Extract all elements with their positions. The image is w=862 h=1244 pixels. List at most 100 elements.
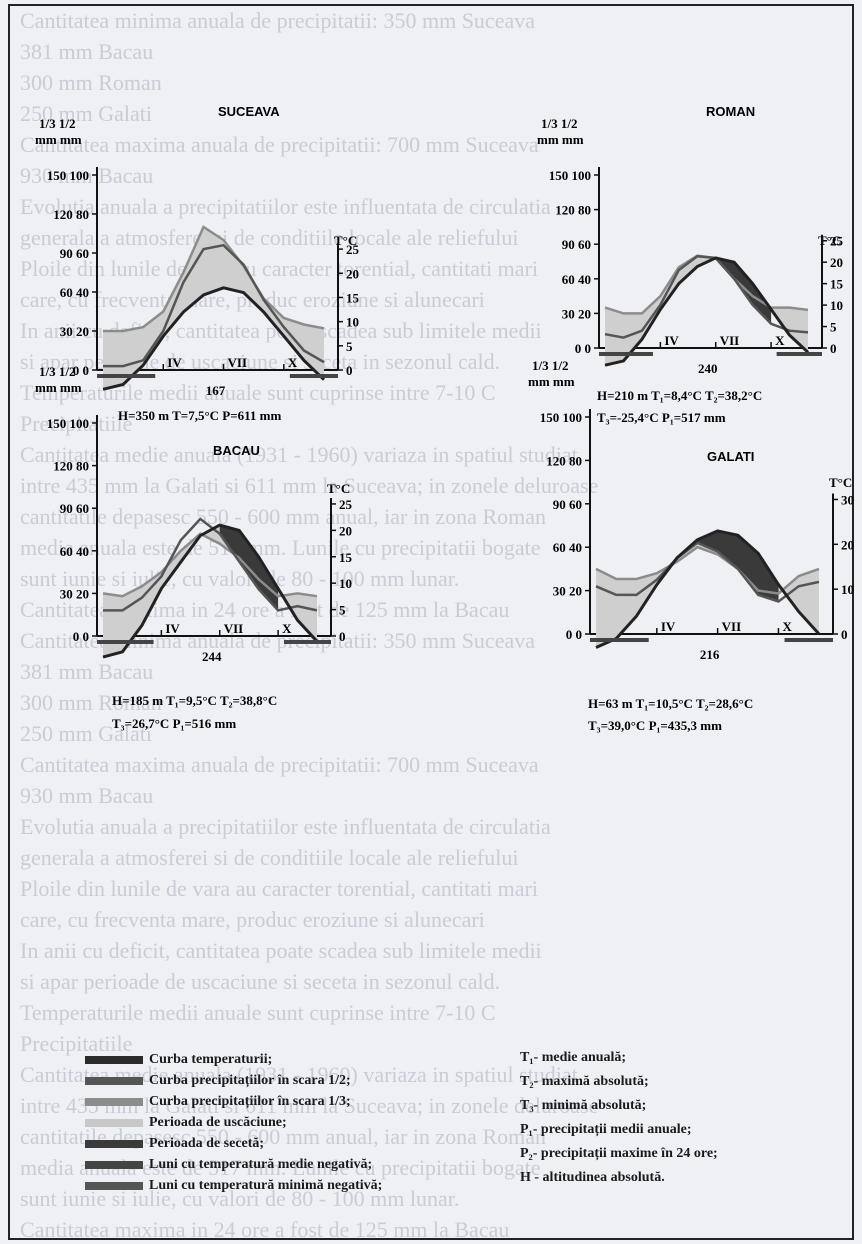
station-info-line2: T₃=26,7°C P₁=516 mm [112,716,236,731]
left-tick-label: 90 60 [60,501,89,516]
left-tick-label: 30 20 [60,586,89,601]
left-tick-label: 90 60 [562,237,591,252]
dry-days-count: 216 [700,647,720,662]
left-tick-label: 60 40 [553,540,582,555]
legend-item: Perioada de secetă; [85,1134,264,1154]
legend-swatch [85,1140,143,1148]
chart-title: SUCEAVA [218,104,280,119]
station-info-line1: H=350 m T=7,5°C P=611 mm [118,408,281,423]
background-text-line: intre 435 mm la Galati si 611 mm la Suce… [20,473,599,498]
left-tick-label: 60 40 [562,272,591,287]
right-tick-label: 20 [841,537,854,552]
temp-axis-label: T°C [818,233,841,248]
dry-days-count: 167 [206,383,226,398]
right-tick-label: 25 [346,242,360,257]
legend-abbrev: T₃- minimă absolută; [520,1098,647,1113]
right-tick-label: 0 [346,363,353,378]
background-text-line: 930 mm Bacau [20,163,154,188]
legend-label: Luni cu temperatură medie negativă; [149,1157,373,1172]
legend-label: Luni cu temperatură minimă negativă; [149,1178,383,1193]
background-text-line: 381 mm Bacau [20,39,154,64]
legend-item: Curba precipitațiilor în scara 1/3; [85,1092,351,1112]
left-tick-label: 120 80 [53,459,89,474]
month-label: IV [167,355,182,370]
right-tick-label: 20 [339,523,352,538]
background-text-line: Cantitatea maxima in 24 ore a fost de 12… [20,597,510,622]
right-tick-label: 15 [346,290,360,305]
scale-label: 1/3 1/2 [541,116,577,131]
left-tick-label: 60 40 [60,544,89,559]
figure-frame [8,4,854,1240]
right-tick-label: 15 [830,277,844,292]
legend-swatch [85,1098,143,1106]
left-tick-label: 150 100 [540,410,582,425]
left-tick-label: 0 0 [575,341,591,356]
station-info-line2: T₃=39,0°C P₁=435,3 mm [588,718,722,733]
right-tick-label: 15 [339,550,353,565]
legend-abbrev: P₁- precipitații medii anuale; [520,1122,692,1137]
unit-label: mm mm [528,374,575,389]
legend-item: Perioada de uscăciune; [85,1113,287,1133]
temperature-line [604,256,810,367]
left-tick-label: 0 0 [73,629,89,644]
month-label: X [282,621,292,636]
background-text-line: Cantitatea maxima anuala de precipitatii… [20,132,539,157]
month-label: VII [224,621,244,636]
left-tick-label: 60 40 [60,285,89,300]
legend-label: Perioada de secetă; [149,1136,265,1151]
legend-swatch [85,1182,143,1190]
background-text-line: Temperaturile medii anuale sunt cuprinse… [20,1000,496,1025]
dry-period-area [103,227,324,390]
background-text-line: si apar perioade de uscaciune si seceta … [20,969,501,994]
background-text-line: 381 mm Bacau [20,659,154,684]
background-text-line: 250 mm Galati [20,721,152,746]
unit-label: mm mm [537,132,584,147]
legend-label: Curba precipitațiilor în scara 1/2; [149,1073,351,1088]
temp-axis-label: T°C [327,481,350,496]
month-label: X [775,333,785,348]
right-tick-label: 5 [830,320,837,335]
background-text-line: sunt iunie si iulie, cu valori de 80 - 1… [20,1186,460,1211]
left-tick-label: 120 80 [53,207,89,222]
right-tick-label: 10 [346,315,359,330]
background-text-line: Precipitatiile [20,411,133,436]
dry-days-count: 240 [698,361,718,376]
month-label: VII [720,333,740,348]
legend-item: Luni cu temperatură medie negativă; [85,1155,372,1175]
left-tick-label: 120 80 [546,453,582,468]
month-label: IV [165,621,180,636]
month-label: VII [228,355,248,370]
legend-abbrev: P₂- precipitații maxime în 24 ore; [520,1146,718,1161]
left-tick-label: 150 100 [47,416,89,431]
background-text-line: Ploile din lunile de vara au caracter to… [20,256,538,281]
month-label: IV [661,619,676,634]
right-tick-label: 0 [841,627,848,642]
legend-label: Curba precipitațiilor în scara 1/3; [149,1094,351,1109]
background-text-line: 300 mm Roman [20,690,162,715]
scale-label: 1/3 1/2 [39,364,75,379]
left-tick-label: 90 60 [553,497,582,512]
precip-1-2-line [595,541,820,603]
precip-1-3-line [103,225,325,333]
legend-swatch [85,1077,143,1085]
right-tick-label: 5 [346,339,353,354]
right-tick-label: 20 [830,255,843,270]
unit-label: mm mm [35,380,82,395]
background-text-line: generala a atmosferei si de conditiile l… [20,225,519,250]
background-text-line: generala a atmosferei si de conditiile l… [20,845,519,870]
background-text-line: 300 mm Roman [20,70,162,95]
station-info-line1: H=185 m T₁=9,5°C T₂=38,8°C [112,693,277,708]
left-tick-label: 30 20 [553,584,582,599]
temp-axis-label: T°C [334,233,357,248]
background-text-line: Ploile din lunile de vara au caracter to… [20,876,538,901]
background-text-line: Evolutia anuala a precipitatiilor este i… [20,194,551,219]
background-text-line: cantitatile depasesc 550 - 600 mm anual,… [20,504,547,529]
legend-swatch [85,1056,143,1064]
temperature-line [102,523,319,659]
background-text-line: Cantitatea minima anuala de precipitatii… [20,8,535,33]
left-tick-label: 0 0 [73,363,89,378]
chart-title: BACAU [213,443,260,458]
right-tick-label: 10 [841,582,854,597]
left-tick-label: 90 60 [60,246,89,261]
